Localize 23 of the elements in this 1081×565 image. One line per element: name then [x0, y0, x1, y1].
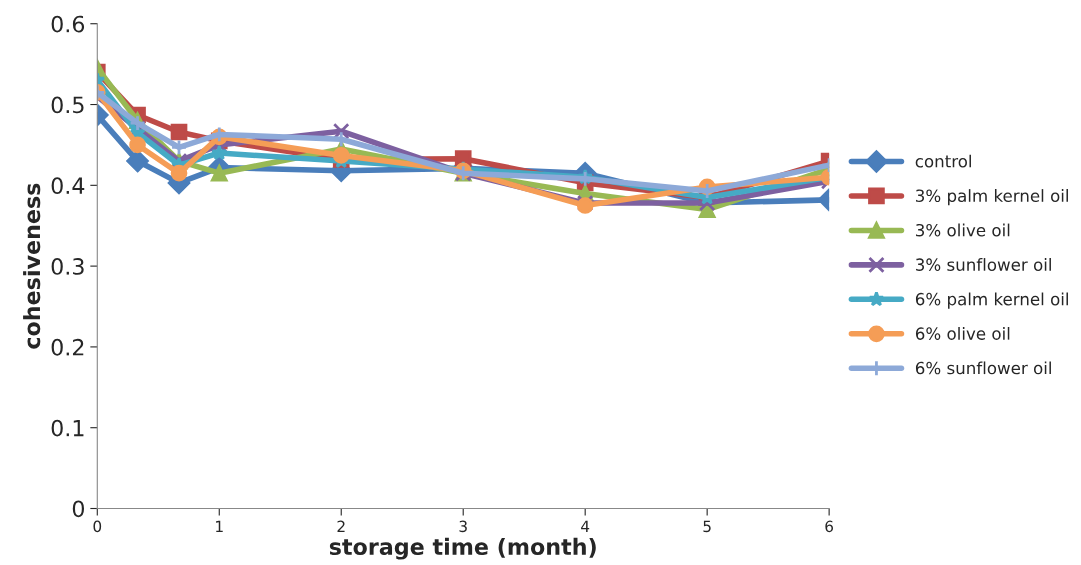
legend-label: 3% palm kernel oil [916, 189, 1068, 206]
x-tick-label: 3 [459, 520, 467, 533]
y-tick-label: 0.5 [51, 96, 84, 114]
legend-label: 3% sunflower oil [916, 258, 1051, 271]
y-axis-title: cohesiveness [23, 183, 41, 349]
y-tick-label: 0 [72, 500, 85, 518]
legend-label: control [915, 154, 971, 168]
y-tick-label: 0.4 [51, 177, 85, 195]
x-tick-label: 0 [93, 520, 102, 533]
legend-label: 3% olive oil [916, 223, 1010, 237]
legend-label: 6% palm kernel oil [915, 292, 1068, 309]
legend-label: 6% sunflower oil [915, 361, 1051, 375]
x-tick-label: 1 [216, 520, 223, 532]
x-axis-title: storage time (month) [329, 537, 596, 560]
x-tick-label: 2 [337, 520, 345, 532]
x-tick-label: 4 [581, 520, 590, 532]
y-tick-label: 0.2 [51, 338, 84, 356]
x-tick-label: 6 [825, 520, 834, 533]
legend-label: 6% olive oil [915, 326, 1010, 340]
y-tick-label: 0.6 [51, 15, 85, 33]
y-tick-label: 0.1 [51, 419, 84, 437]
y-tick-label: 0.3 [51, 258, 84, 275]
x-tick-label: 5 [703, 520, 711, 533]
